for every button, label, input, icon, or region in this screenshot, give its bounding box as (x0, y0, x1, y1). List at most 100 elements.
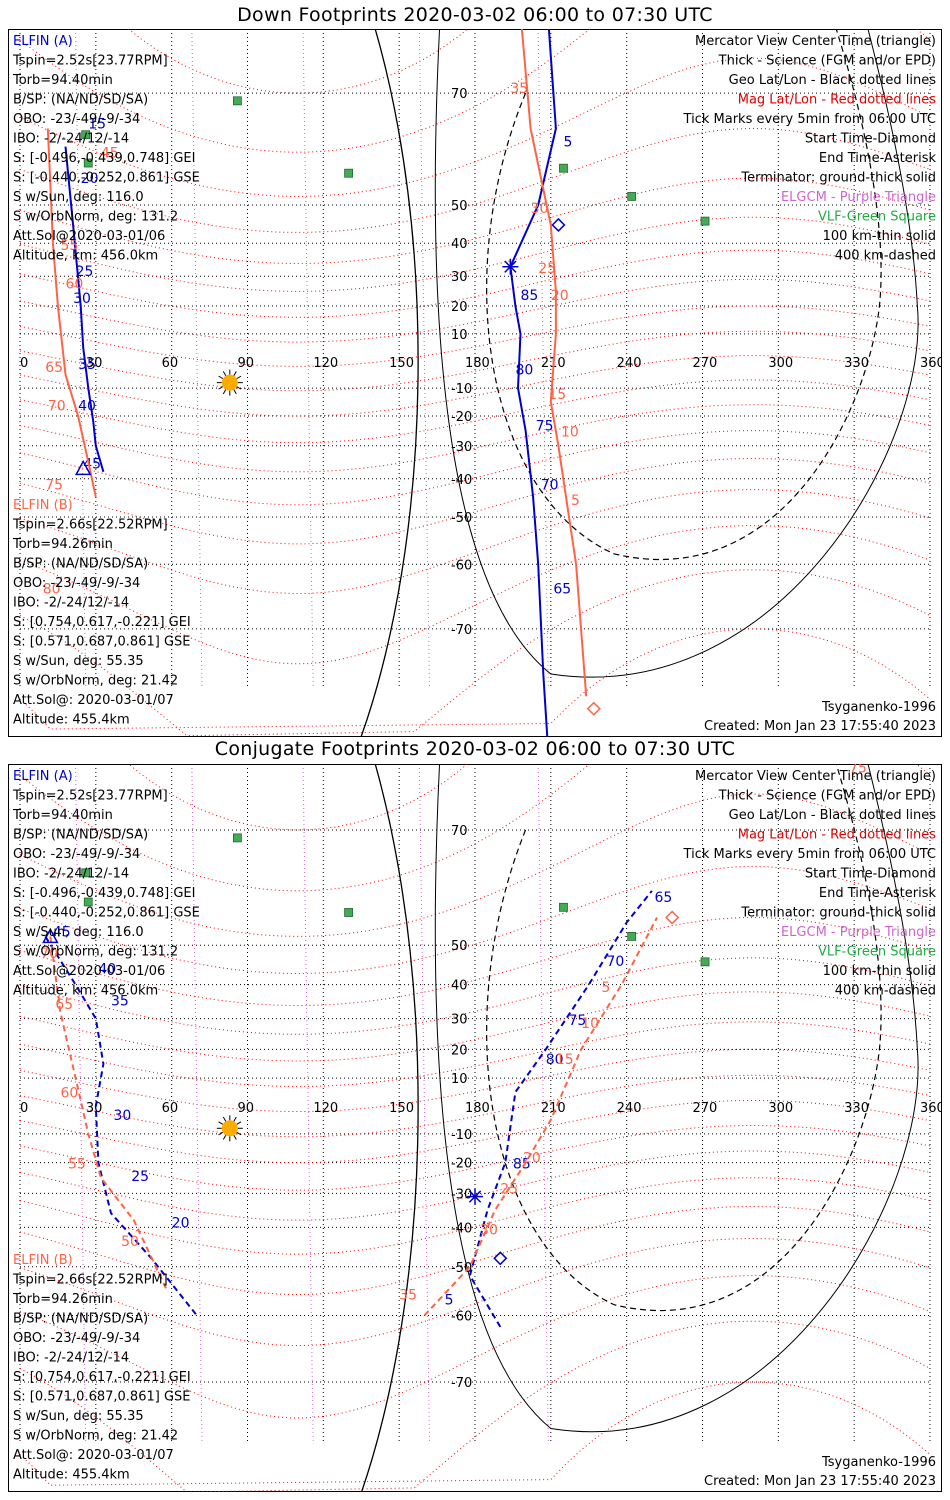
vlf-square (700, 957, 710, 967)
series-tick-label: 10 (581, 1016, 599, 1032)
elfin-b-info: ELFIN (B) Tspin=2.66s[22.52RPM] Torb=94.26… (12, 1253, 191, 1483)
sun-ray (222, 1134, 227, 1140)
series-tick-label: 20 (523, 1151, 541, 1167)
series-tick-label: 5 (571, 493, 580, 509)
series-tick-label: 60 (60, 1086, 78, 1102)
series-tick-label: 65 (45, 360, 63, 376)
mag-latitude-line (19, 1124, 931, 1191)
sun-ray (233, 371, 237, 376)
elfin-a-info: ELFIN (A) Tspin=2.52s[23.77RPM] Torb=94.40… (12, 769, 200, 999)
start-diamond-marker (493, 1251, 508, 1266)
info-line-b: S w/Sun, deg: 55.35 (13, 654, 144, 669)
series-tick-label: 70 (541, 478, 559, 494)
y-tick-label: 50 (451, 939, 468, 954)
sun-ray (218, 386, 224, 390)
x-tick-label: 300 (768, 356, 793, 371)
legend-line: VLF-Green Square (818, 945, 936, 960)
asterisk-stroke (468, 1190, 482, 1203)
mag-longitude-line (191, 32, 203, 690)
info-line-a: Tspin=2.52s[23.77RPM] (12, 789, 168, 804)
center-triangle-marker (74, 459, 92, 476)
mag-latitude-line (19, 793, 931, 937)
y-tick-label: -60 (451, 1309, 472, 1324)
sun-ray (236, 1131, 242, 1136)
legend-line: Mercator View Center Time (triangle) (695, 769, 936, 784)
mag-longitude-line (75, 767, 87, 1445)
model-footer: Tsyganenko-1996 (821, 1455, 936, 1470)
vlf-square (559, 902, 568, 912)
sun-ray (233, 1116, 237, 1122)
created-footer: Created: Mon Jan 23 17:55:40 2023 (704, 719, 936, 734)
info-line-a: ELFIN (A) (13, 34, 73, 49)
mag-latitude-line (19, 249, 931, 318)
created-footer: Created: Mon Jan 23 17:55:40 2023 (704, 1474, 936, 1489)
y-tick-label: -20 (451, 410, 472, 425)
mag-latitude-line (19, 569, 931, 737)
sun-ray (218, 1121, 224, 1125)
x-tick-label: 360 (920, 356, 942, 371)
x-tick-label: 0 (20, 356, 28, 371)
series-tick-label: 75 (569, 1013, 587, 1029)
series-tick-label: 5 (563, 135, 572, 151)
info-line-b: S w/OrbNorm, deg: 21.42 (13, 674, 178, 689)
x-tick-label: 240 (617, 356, 642, 371)
series-tick-label: 10 (561, 425, 579, 441)
y-tick-label: 20 (451, 1043, 468, 1058)
x-tick-label: 210 (541, 1101, 566, 1116)
mag-latitude-line (127, 764, 469, 831)
legend-line: Terminator: ground-thick solid (740, 906, 936, 921)
vlf-square (81, 868, 91, 878)
y-tick-label: 30 (451, 270, 468, 285)
x-tick-label: 30 (86, 1101, 103, 1116)
series-tick-label: 25 (76, 264, 94, 280)
legend-line: 400 km-dashed (835, 984, 936, 999)
series-tick-label: 30 (480, 1223, 498, 1239)
info-line-a: S w/Sun, deg: 116.0 (13, 190, 144, 205)
y-tick-label: -70 (451, 1376, 472, 1391)
info-line-a: ELFIN (A) (13, 769, 73, 784)
series-tick-label: 25 (538, 261, 556, 277)
mag-latitude-line (19, 1074, 931, 1138)
x-tick-label: 180 (465, 1101, 490, 1116)
center-triangle-marker (42, 927, 59, 944)
info-line-b: ELFIN (B) (13, 1253, 73, 1268)
series-tick-label: 40 (78, 398, 96, 414)
series-tick-label: 75 (45, 478, 63, 494)
mag-latitude-line (19, 957, 931, 1035)
mag-latitude-line (19, 278, 931, 343)
info-line-a: S: [-0.496,-0.439,0.748] GEI (13, 886, 195, 901)
mag-longitude-line (418, 32, 430, 690)
panel-title-conjugate: Conjugate Footprints 2020-03-02 06:00 to… (214, 738, 736, 760)
x-tick-label: 90 (238, 1101, 255, 1116)
end-asterisk-marker (467, 1188, 483, 1205)
terminator (360, 764, 919, 1492)
series-3: 35 30 25 20 15 10 5 (510, 29, 588, 697)
sun-ray (236, 375, 242, 380)
y-tick-label: -70 (451, 623, 472, 638)
legend-line: ELGCM - Purple Triangle (781, 190, 936, 205)
mag-longitude-line (537, 32, 549, 690)
info-line-a: S w/Sun, deg: 116.0 (13, 925, 144, 940)
info-line-a: B/SP: (NA/ND/SD/SA) (13, 93, 148, 108)
x-tick-label: 60 (162, 356, 179, 371)
series-tick-label: 15 (548, 387, 566, 403)
y-tick-label: -30 (451, 1187, 472, 1202)
terminator-400km (486, 29, 882, 561)
series-tick-label: 30 (114, 1108, 132, 1124)
sun-ray (222, 1116, 227, 1122)
vlf-square (83, 158, 93, 168)
terminator-400km (486, 764, 882, 1312)
start-diamond-marker (551, 217, 566, 233)
mag-longitude-line (418, 767, 430, 1445)
geo-grid (19, 768, 931, 1444)
series-tick-label: 65 (654, 890, 672, 906)
y-tick-label: 10 (451, 1072, 468, 1087)
y-tick-label: -10 (451, 1128, 472, 1143)
series-tick-label: 70 (48, 398, 66, 414)
vlf-square (83, 897, 93, 907)
series-tick-label: 20 (172, 1215, 190, 1231)
series-tick-label: 50 (121, 1234, 139, 1250)
mag-grid (19, 29, 931, 737)
mag-latitude-line (19, 764, 931, 892)
series-tick-label: 25 (131, 1169, 149, 1185)
